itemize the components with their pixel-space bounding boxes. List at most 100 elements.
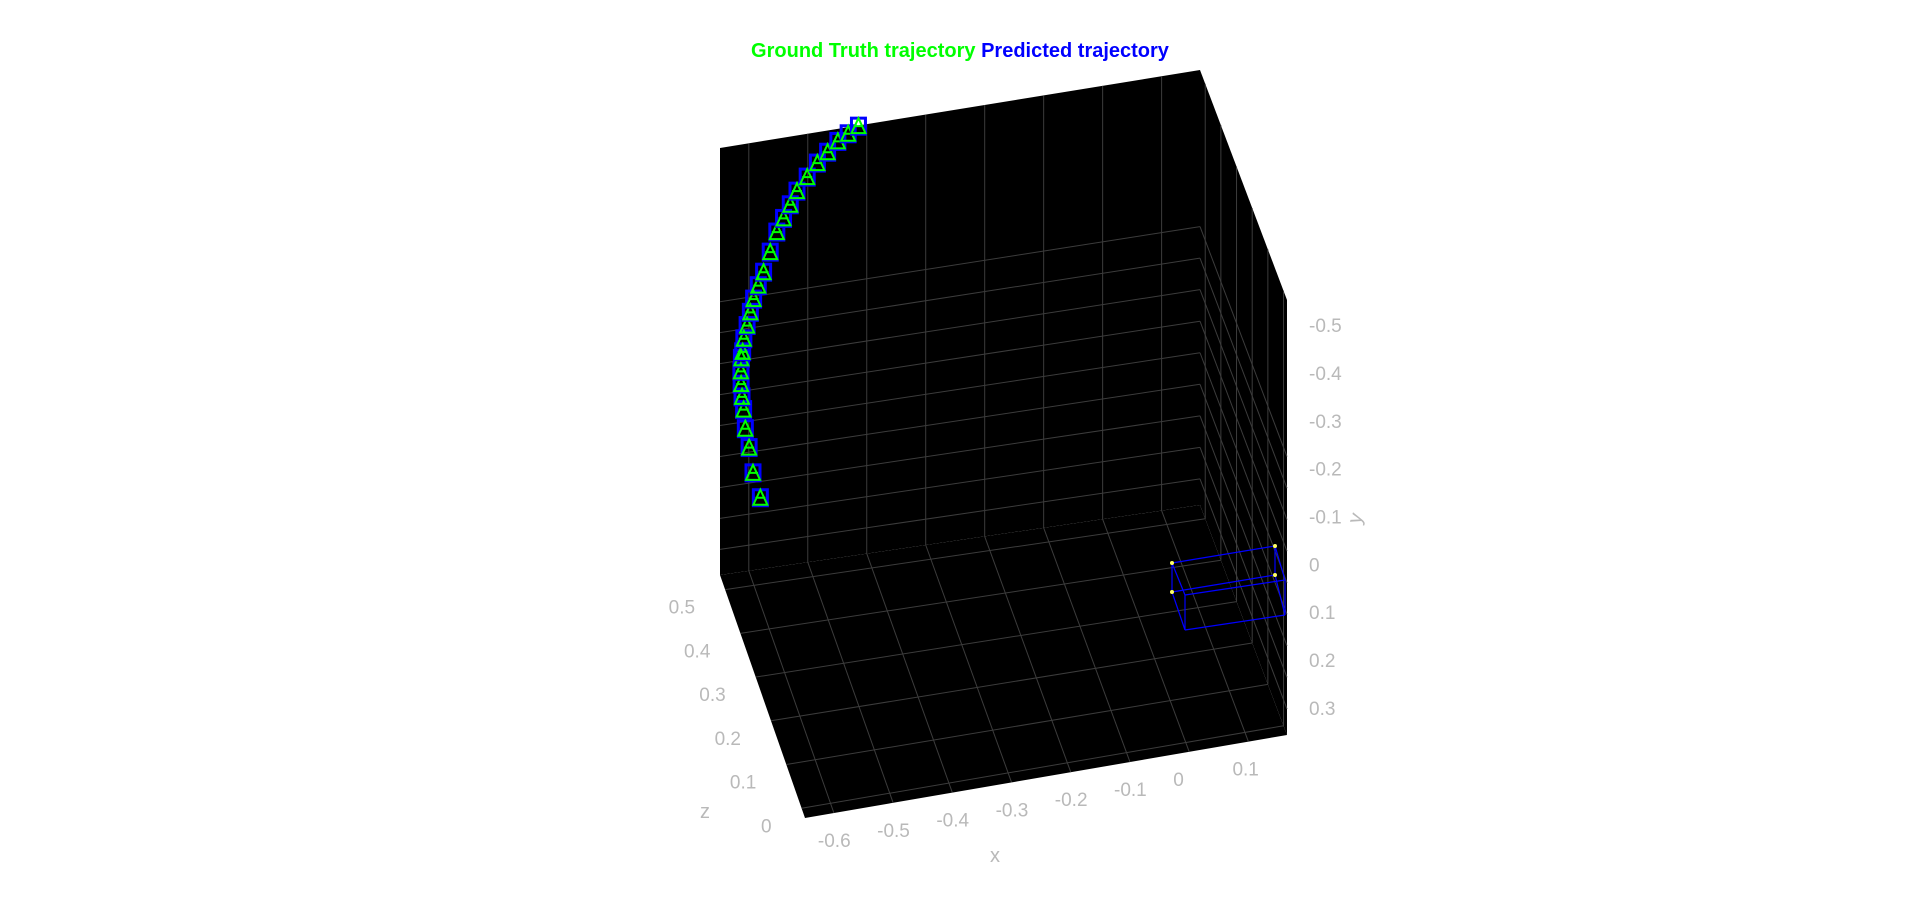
- ground-truth-marker: [751, 487, 769, 506]
- grid-line-x-floor: [866, 553, 953, 793]
- grid-line-y-wall: [1199, 321, 1288, 552]
- y-tick-label: -0.4: [1309, 364, 1342, 385]
- x-tick-label: -0.1: [1114, 780, 1147, 801]
- ground-truth-marker: [768, 221, 786, 241]
- ground-truth-marker: [745, 288, 763, 308]
- grid-line-y-wall: [1199, 447, 1288, 678]
- ground-truth-marker: [774, 208, 793, 227]
- camera-edge: [1184, 579, 1286, 596]
- grid-line-y-wall: [1199, 226, 1288, 457]
- x-axis-label: x: [990, 845, 1000, 867]
- floor: [720, 505, 1287, 818]
- title-ground-truth: Ground Truth trajectory: [751, 40, 976, 62]
- axis-ticks: -0.6 -0.5 -0.4 -0.3 -0.2 -0.1 0 0.1 -0.5 -0.4 -0.3…: [669, 316, 1342, 852]
- y-tick-label: -0.3: [1309, 412, 1342, 433]
- z-tick-label: 0: [761, 816, 772, 837]
- x-tick-label: 0: [1173, 770, 1184, 791]
- right-wall: [1200, 70, 1287, 735]
- grid-line-y-wall: [1199, 352, 1288, 583]
- trajectory-markers: [732, 115, 868, 508]
- grid-line-y: [719, 383, 1201, 458]
- camera-corner: [1170, 590, 1174, 594]
- grid-line-z: [755, 601, 1237, 678]
- chart-title: Ground Truth trajectory Predicted trajec…: [0, 40, 1920, 63]
- ground-truth-marker: [732, 360, 750, 380]
- camera-edge: [1184, 614, 1286, 631]
- grid-line-x-floor: [1161, 510, 1249, 742]
- grid-line-y: [719, 257, 1201, 334]
- grid-line-z: [740, 559, 1221, 634]
- y-tick-label: -0.5: [1309, 316, 1342, 337]
- ground-truth-marker: [755, 261, 773, 281]
- ground-truth-marker: [735, 328, 753, 347]
- grid-line-x-floor: [807, 562, 894, 803]
- camera-frustum: [1170, 544, 1286, 631]
- ground-truth-marker: [781, 194, 799, 213]
- ground-truth-marker: [819, 141, 837, 161]
- ground-truth-marker: [849, 115, 868, 135]
- ground-truth-marker: [740, 437, 758, 456]
- grid-line-y-wall: [1199, 415, 1288, 647]
- grid-line-y-wall: [1199, 257, 1288, 489]
- ground-truth-marker: [733, 386, 751, 405]
- z-tick-label: 0.5: [669, 598, 695, 619]
- grid-line-y: [719, 289, 1201, 365]
- grid-line-y-wall: [1199, 478, 1288, 710]
- z-tick-label: 0.1: [730, 773, 756, 794]
- grid-line-x-floor: [748, 570, 835, 814]
- camera-edge: [1171, 574, 1276, 593]
- ground-truth-marker: [734, 341, 752, 360]
- ground-truth-marker: [788, 180, 806, 200]
- grid-line-y: [719, 226, 1201, 303]
- camera-edge: [1171, 562, 1186, 596]
- x-tick-label: -0.6: [818, 831, 851, 852]
- camera-edge: [1274, 545, 1286, 581]
- x-tick-label: 0.1: [1232, 760, 1258, 781]
- grid-line-z: [725, 518, 1206, 591]
- title-predicted: Predicted trajectory: [981, 40, 1169, 62]
- ground-truth-marker: [738, 315, 756, 334]
- z-tick-label: 0.4: [684, 641, 711, 662]
- grid-line-y: [719, 320, 1201, 396]
- y-tick-label: 0.3: [1309, 699, 1335, 720]
- axes-grid: [719, 76, 1288, 814]
- z-tick-label: 0.2: [715, 729, 741, 750]
- ground-truth-marker: [736, 418, 754, 437]
- y-tick-label: 0: [1309, 555, 1320, 576]
- y-tick-label: -0.1: [1309, 508, 1342, 529]
- grid-line-y: [719, 478, 1201, 550]
- grid-line-x-floor: [1043, 527, 1131, 763]
- grid-line-y: [719, 415, 1201, 488]
- grid-line-x-floor: [1102, 519, 1190, 753]
- ground-truth-marker: [732, 373, 750, 393]
- grid-line-x-floor: [984, 536, 1072, 773]
- axes-panes: [720, 70, 1287, 818]
- grid-line-x-floor: [925, 544, 1013, 783]
- z-axis-label: z: [700, 801, 710, 823]
- y-tick-label: 0.2: [1309, 651, 1335, 672]
- grid-line-y-wall: [1199, 289, 1288, 520]
- camera-edge: [1171, 545, 1276, 564]
- grid-line-z: [770, 642, 1253, 722]
- back-wall: [720, 70, 1200, 575]
- y-axis-label: y: [1344, 510, 1368, 526]
- camera-corner: [1273, 544, 1277, 548]
- grid-line-y: [719, 352, 1201, 427]
- ground-truth-marker: [761, 241, 779, 261]
- ground-truth-marker: [749, 275, 767, 294]
- camera-edge: [1171, 591, 1186, 631]
- grid-line-z: [801, 725, 1284, 809]
- ground-truth-marker: [735, 399, 753, 418]
- ground-truth-marker: [741, 301, 759, 321]
- ground-truth-marker: [798, 166, 816, 186]
- x-tick-label: -0.4: [936, 811, 969, 832]
- camera-corner: [1273, 573, 1277, 577]
- ground-truth-marker: [808, 152, 826, 172]
- ground-truth-marker: [744, 462, 762, 481]
- camera-corner: [1170, 561, 1174, 565]
- x-tick-label: -0.5: [877, 821, 910, 842]
- x-tick-label: -0.2: [1055, 790, 1088, 811]
- grid-line-y: [719, 446, 1201, 519]
- grid-line-z: [786, 683, 1268, 766]
